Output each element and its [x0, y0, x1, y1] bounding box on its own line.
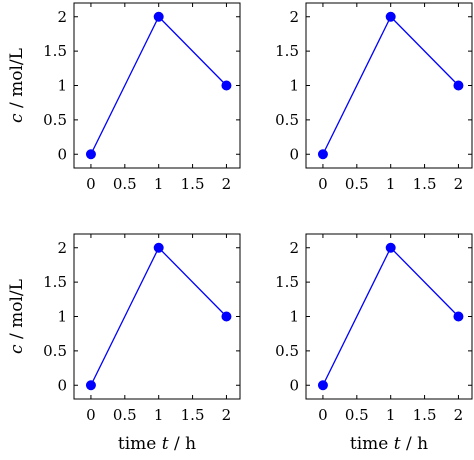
y-tick-label: 1 — [289, 77, 299, 95]
y-tick-label: 2 — [289, 8, 299, 26]
data-point — [317, 380, 328, 391]
y-tick-label: 1.5 — [43, 42, 67, 60]
data-point — [453, 80, 464, 91]
data-point — [153, 11, 164, 22]
series-line — [322, 246, 459, 386]
data-point — [221, 80, 232, 91]
x-tick-label: 1.5 — [181, 175, 205, 193]
x-tick-label: 0.5 — [345, 406, 369, 424]
chart-panel-4: 0 0.5 1 1.5 2 0 0.5 1 1.5 2 time t / h — [275, 233, 473, 454]
x-tick-label: 2 — [222, 406, 232, 424]
y-tick-label: 1 — [57, 308, 67, 326]
x-tick-label: 0.5 — [113, 406, 137, 424]
data-point — [85, 380, 96, 391]
y-tick-label: 1.5 — [275, 273, 299, 291]
y-tick-label: 0.5 — [43, 111, 67, 129]
x-tick-label: 0.5 — [345, 175, 369, 193]
x-tick-label: 2 — [454, 175, 464, 193]
x-axis-label: time t / h — [118, 434, 196, 454]
x-tick-label: 1 — [154, 175, 164, 193]
y-axis-label: c / mol/L — [7, 48, 27, 123]
y-tick-label: 0 — [289, 145, 299, 163]
chart-panel-1: 0 0.5 1 1.5 2 0 0.5 1 1.5 2 c / mol/L — [7, 2, 241, 193]
plot-frame — [305, 2, 473, 169]
y-tick-label: 1 — [289, 308, 299, 326]
x-tick-label: 0.5 — [113, 175, 137, 193]
data-point — [221, 311, 232, 322]
x-tick-label: 1 — [386, 406, 396, 424]
plot-frame — [73, 2, 241, 169]
x-tick-label: 1.5 — [413, 175, 437, 193]
x-tick-label: 1.5 — [413, 406, 437, 424]
y-tick-label: 2 — [57, 8, 67, 26]
x-tick-label: 0 — [86, 406, 96, 424]
chart-panel-2: 0 0.5 1 1.5 2 0 0.5 1 1.5 2 — [275, 2, 473, 193]
data-point — [317, 149, 328, 160]
x-tick-label: 2 — [222, 175, 232, 193]
plot-frame — [305, 233, 473, 400]
x-tick-label: 1.5 — [181, 406, 205, 424]
y-axis-label: c / mol/L — [7, 279, 27, 354]
chart-panel-3: 0 0.5 1 1.5 2 0 0.5 1 1.5 2 c / mol/L time t / h — [7, 233, 241, 454]
y-tick-label: 0.5 — [275, 111, 299, 129]
plot-frame — [73, 233, 241, 400]
x-tick-label: 0 — [318, 406, 328, 424]
series-line — [90, 246, 227, 386]
y-tick-label: 1 — [57, 77, 67, 95]
data-point — [385, 11, 396, 22]
y-tick-label: 0 — [57, 145, 67, 163]
x-tick-label: 1 — [386, 175, 396, 193]
y-tick-label: 0 — [57, 376, 67, 394]
y-tick-label: 1.5 — [275, 42, 299, 60]
y-tick-label: 1.5 — [43, 273, 67, 291]
data-point — [453, 311, 464, 322]
x-axis-label: time t / h — [350, 434, 428, 454]
x-tick-label: 0 — [86, 175, 96, 193]
y-tick-label: 0 — [289, 376, 299, 394]
x-tick-label: 1 — [154, 406, 164, 424]
x-tick-label: 0 — [318, 175, 328, 193]
y-tick-label: 0.5 — [275, 342, 299, 360]
x-tick-label: 2 — [454, 406, 464, 424]
series-line — [322, 15, 459, 155]
y-tick-label: 0.5 — [43, 342, 67, 360]
data-point — [385, 242, 396, 253]
data-point — [85, 149, 96, 160]
data-point — [153, 242, 164, 253]
y-tick-label: 2 — [289, 239, 299, 257]
y-tick-label: 2 — [57, 239, 67, 257]
series-line — [90, 15, 227, 155]
